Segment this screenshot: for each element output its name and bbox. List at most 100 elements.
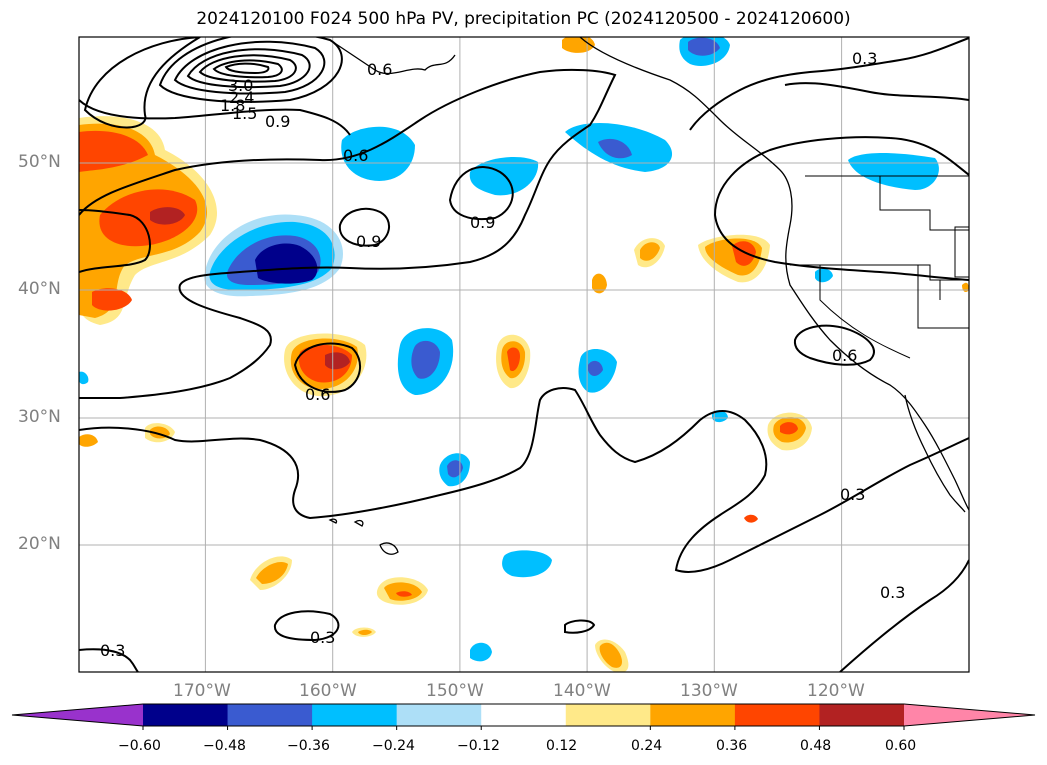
pv-contour — [839, 559, 969, 672]
pv-contour — [293, 342, 361, 393]
precip-positive-area — [325, 352, 350, 370]
colorbar-tick-label: −0.48 — [203, 738, 246, 754]
contour-label: 0.9 — [265, 112, 290, 131]
precip-negative-area — [255, 243, 318, 284]
pv-contour — [79, 99, 351, 136]
pv-contour — [79, 209, 151, 273]
contour-label: 1.8 — [220, 96, 245, 115]
colorbar-segment — [819, 704, 905, 726]
precip-negative-area — [588, 360, 603, 376]
lat-label: 50°N — [18, 152, 61, 172]
colorbar-tick-label: 0.36 — [716, 738, 748, 754]
contour-label: 2.4 — [229, 88, 254, 107]
pv-contour — [224, 62, 270, 75]
contour-label: 0.9 — [470, 213, 495, 232]
colorbar — [11, 703, 1036, 730]
pv-contour — [784, 82, 969, 101]
pv-contour — [793, 324, 875, 366]
precip-positive-area — [256, 561, 288, 584]
colorbar-segment — [650, 704, 736, 726]
colorbar-tick-label: −0.60 — [118, 738, 161, 754]
precip-positive-area — [150, 207, 185, 225]
colorbar-segment — [734, 704, 820, 726]
pv-contour — [713, 136, 969, 281]
precip-positive-area — [92, 288, 132, 311]
lon-label: 150°W — [426, 681, 484, 701]
pv-contour — [79, 648, 139, 672]
colorbar-extend-low — [12, 704, 143, 726]
pv-contour — [338, 207, 390, 247]
precip-positive-area — [79, 434, 98, 447]
pv-contour — [689, 37, 969, 131]
contour-label: 3.0 — [228, 76, 253, 95]
precip-negative-area — [688, 37, 720, 56]
hawaii-islands — [328, 518, 399, 555]
precip-positive-area — [507, 347, 520, 372]
precip-positive-area — [640, 242, 660, 261]
alaska-islands — [329, 39, 456, 75]
precip-positive-area — [780, 422, 798, 435]
colorbar-tick-label: 0.24 — [631, 738, 663, 754]
precip-positive-area — [599, 642, 623, 668]
colorbar-tick-label: −0.12 — [457, 738, 500, 754]
lat-label: 30°N — [18, 407, 61, 427]
precip-negative-area — [848, 153, 939, 190]
precip-negative-area — [341, 126, 415, 181]
lat-label: 20°N — [18, 534, 61, 554]
colorbar-tick-label: −0.36 — [287, 738, 330, 754]
map-title: 2024120100 F024 500 hPa PV, precipitatio… — [196, 9, 851, 29]
colorbar-tick-label: −0.24 — [372, 738, 415, 754]
pv-contour — [79, 387, 969, 573]
contour-label: 1.5 — [232, 104, 257, 123]
pv-contour — [448, 166, 514, 220]
precip-negative-area — [411, 340, 440, 379]
political-borders — [790, 175, 969, 359]
contour-label: 0.9 — [356, 232, 381, 251]
pv-contour — [198, 54, 297, 83]
precip-positive-area — [99, 189, 198, 247]
pv-contour — [79, 68, 617, 399]
pv-contour — [186, 48, 311, 89]
precip-positive-area — [732, 241, 756, 266]
pv-contour — [564, 619, 596, 634]
colorbar-tick-label: 0.60 — [885, 738, 917, 754]
contour-label: 0.6 — [832, 346, 857, 365]
contour-label: 0.6 — [343, 146, 368, 165]
colorbar-tick-label: 0.48 — [800, 738, 832, 754]
contour-labels: 3.0 2.4 1.8 1.5 0.9 0.6 0.9 0.9 0.3 0.6 … — [100, 49, 905, 660]
contour-label: 0.6 — [305, 385, 330, 404]
precip-positive-area — [744, 514, 758, 523]
colorbar-segment — [565, 704, 651, 726]
lon-label: 160°W — [299, 681, 357, 701]
precip-negative-area — [79, 371, 89, 385]
precip-positive-area — [79, 130, 148, 172]
coastlines — [328, 37, 969, 555]
precip-negative-area — [470, 642, 492, 662]
pv-contour — [83, 37, 201, 129]
precip-negative-area — [447, 460, 463, 478]
colorbar-segment — [143, 704, 229, 726]
contour-label: 0.6 — [367, 60, 392, 79]
lat-label: 40°N — [18, 279, 61, 299]
precip-positive-area — [358, 629, 372, 635]
lon-label: 140°W — [553, 681, 611, 701]
colorbar-tick-label: 0.12 — [546, 738, 578, 754]
precip-negative-area — [502, 550, 552, 578]
contour-label: 0.3 — [310, 628, 335, 647]
north-america-coast — [579, 37, 969, 511]
lon-label: 170°W — [173, 681, 231, 701]
colorbar-segment — [481, 704, 567, 726]
colorbar-segment — [396, 704, 482, 726]
contour-label: 0.3 — [880, 583, 905, 602]
baja-coast — [904, 394, 966, 513]
contour-label: 0.3 — [100, 641, 125, 660]
lon-label: 130°W — [680, 681, 738, 701]
map-border — [78, 36, 970, 673]
colorbar-segment — [227, 704, 313, 726]
precip-negative-area — [712, 410, 728, 423]
contour-label: 0.3 — [852, 49, 877, 68]
map-panel: 3.0 2.4 1.8 1.5 0.9 0.6 0.9 0.9 0.3 0.6 … — [79, 37, 969, 672]
pv-contour — [273, 610, 340, 642]
contour-label: 0.3 — [840, 485, 865, 504]
